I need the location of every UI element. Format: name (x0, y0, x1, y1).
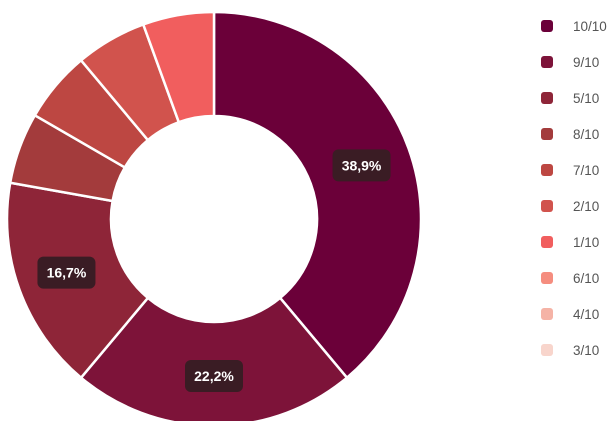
legend-swatch (541, 164, 553, 176)
legend-swatch (541, 272, 553, 284)
legend-item[interactable]: 5/10 (541, 80, 607, 116)
data-label-text: 38,9% (342, 157, 382, 173)
donut-slices (5, 10, 423, 421)
legend-label: 3/10 (573, 342, 600, 358)
data-label: 16,7% (37, 256, 96, 289)
legend-item[interactable]: 8/10 (541, 116, 607, 152)
legend-label: 1/10 (573, 234, 600, 250)
slice-9-of-10[interactable] (79, 296, 349, 421)
data-labels: 38,9% 22,2% 16,7% (37, 149, 391, 392)
legend-swatch (541, 92, 553, 104)
slice-1-of-10[interactable] (142, 10, 216, 124)
legend-label: 7/10 (573, 162, 600, 178)
legend-item[interactable]: 1/10 (541, 224, 607, 260)
legend-item[interactable]: 6/10 (541, 260, 607, 296)
legend-label: 4/10 (573, 306, 600, 322)
data-label-background (37, 256, 96, 289)
data-label-background (332, 149, 391, 182)
legend-label: 6/10 (573, 270, 600, 286)
data-label-text: 22,2% (194, 368, 234, 384)
legend-label: 5/10 (573, 90, 600, 106)
legend-item[interactable]: 10/10 (541, 8, 607, 44)
legend-label: 10/10 (573, 18, 607, 34)
legend-label: 2/10 (573, 198, 600, 214)
legend-swatch (541, 128, 553, 140)
legend-item[interactable]: 3/10 (541, 332, 607, 368)
legend-label: 9/10 (573, 54, 600, 70)
data-label-background (185, 360, 243, 392)
legend-swatch (541, 200, 553, 212)
data-label-text: 16,7% (47, 265, 87, 281)
legend-swatch (541, 236, 553, 248)
chart-legend: 10/10 9/10 5/10 8/10 7/10 2/10 1/10 6/10 4/10 3/1… (541, 8, 607, 368)
legend-item[interactable]: 9/10 (541, 44, 607, 80)
legend-label: 8/10 (573, 126, 600, 142)
legend-item[interactable]: 4/10 (541, 296, 607, 332)
data-label: 38,9% (332, 149, 391, 182)
legend-swatch (541, 56, 553, 68)
data-label: 22,2% (185, 360, 243, 392)
legend-swatch (541, 308, 553, 320)
legend-item[interactable]: 7/10 (541, 152, 607, 188)
legend-swatch (541, 20, 553, 32)
slice-10-of-10[interactable] (212, 10, 423, 379)
legend-item[interactable]: 2/10 (541, 188, 607, 224)
legend-swatch (541, 344, 553, 356)
